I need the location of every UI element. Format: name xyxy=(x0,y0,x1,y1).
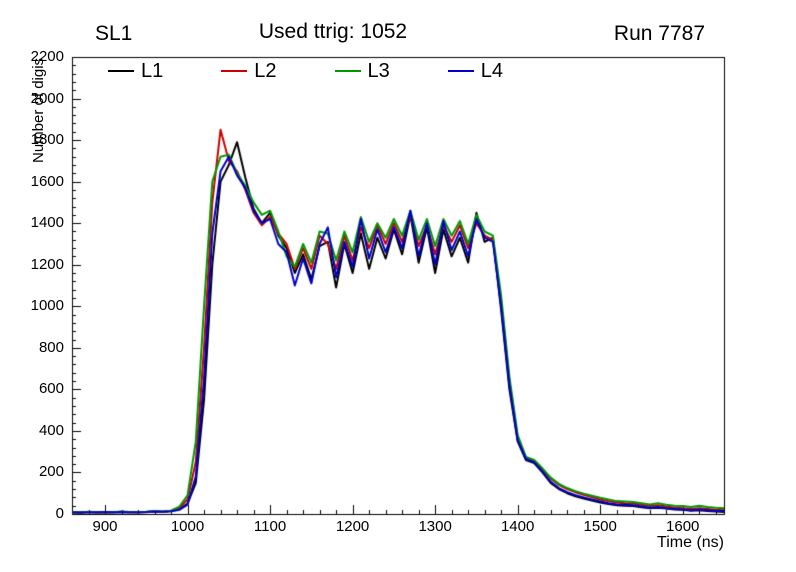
root-canvas: SL1 Used ttrig: 1052 Run 7787 Number of … xyxy=(0,0,796,572)
chart-canvas xyxy=(0,0,796,572)
